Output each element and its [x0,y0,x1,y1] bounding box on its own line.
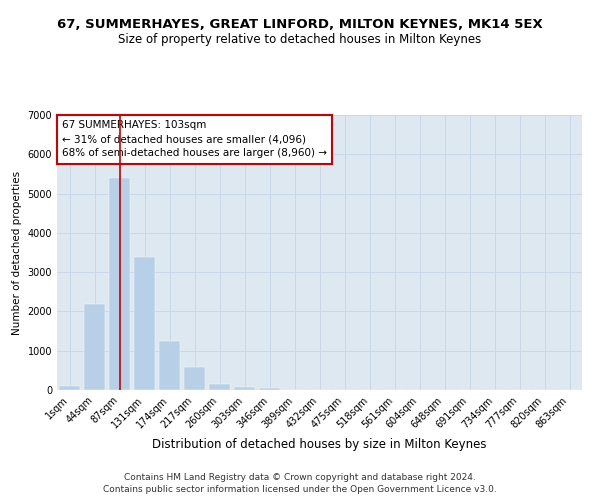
Text: 67 SUMMERHAYES: 103sqm
← 31% of detached houses are smaller (4,096)
68% of semi-: 67 SUMMERHAYES: 103sqm ← 31% of detached… [62,120,327,158]
X-axis label: Distribution of detached houses by size in Milton Keynes: Distribution of detached houses by size … [152,438,487,451]
Bar [209,384,230,390]
Text: 67, SUMMERHAYES, GREAT LINFORD, MILTON KEYNES, MK14 5EX: 67, SUMMERHAYES, GREAT LINFORD, MILTON K… [57,18,543,30]
Bar [159,340,180,390]
Text: Contains HM Land Registry data © Crown copyright and database right 2024.: Contains HM Land Registry data © Crown c… [124,472,476,482]
Text: Contains public sector information licensed under the Open Government Licence v3: Contains public sector information licen… [103,485,497,494]
Bar [84,304,105,390]
Bar [109,178,130,390]
Y-axis label: Number of detached properties: Number of detached properties [12,170,22,334]
Text: Size of property relative to detached houses in Milton Keynes: Size of property relative to detached ho… [118,32,482,46]
Bar [184,367,205,390]
Bar [259,388,280,390]
Bar [134,257,155,390]
Bar [234,387,255,390]
Bar [59,386,80,390]
